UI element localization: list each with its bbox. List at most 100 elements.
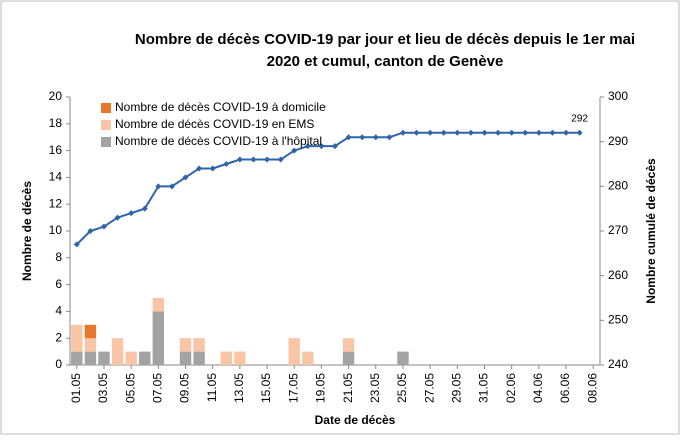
- bar: [288, 338, 300, 365]
- line-marker: [332, 143, 338, 150]
- line-marker: [168, 183, 175, 190]
- line-marker: [304, 143, 311, 150]
- bar: [84, 338, 97, 352]
- line-marker: [209, 165, 216, 172]
- bar: [302, 351, 314, 365]
- line-marker: [372, 134, 379, 141]
- x-tick-label: 23.05: [368, 373, 382, 403]
- x-tick-label: 25.05: [395, 373, 409, 403]
- line-marker: [549, 129, 556, 136]
- y2-tick-label: 300: [608, 89, 628, 103]
- line-marker: [522, 129, 529, 136]
- y-tick-label: 4: [55, 304, 62, 318]
- bar: [84, 324, 97, 339]
- legend-label: Nombre de décès COVID-19 à l'hôpital: [115, 134, 322, 148]
- line-marker: [535, 129, 542, 136]
- data-label: 292: [571, 113, 588, 124]
- y-tick-label: 20: [49, 89, 63, 103]
- line-marker: [427, 129, 434, 136]
- y-tick-label: 2: [55, 330, 62, 344]
- line-marker: [386, 134, 393, 141]
- line-marker: [236, 156, 243, 163]
- y2-tick-label: 280: [608, 179, 628, 193]
- legend-swatch: [101, 103, 111, 113]
- line-marker: [318, 143, 325, 150]
- x-tick-label: 29.05: [449, 373, 463, 403]
- x-axis-label: Date de décès: [315, 413, 396, 427]
- line-marker: [454, 129, 461, 136]
- x-tick-label: 17.05: [286, 373, 300, 403]
- y2-axis-label: Nombre cumulé de décès: [644, 158, 658, 304]
- line-marker: [467, 129, 474, 136]
- y-tick-label: 10: [49, 223, 63, 237]
- bar: [193, 351, 205, 365]
- line-marker: [345, 134, 352, 141]
- line-marker: [576, 129, 583, 136]
- bar: [84, 351, 97, 365]
- x-tick-label: 09.05: [178, 373, 192, 403]
- x-tick-label: 13.05: [232, 373, 246, 403]
- y2-tick-label: 290: [608, 134, 628, 148]
- line-marker: [73, 241, 80, 248]
- line-marker: [291, 147, 298, 154]
- bar: [234, 351, 246, 365]
- bar: [71, 324, 83, 352]
- bar: [179, 338, 192, 352]
- x-tick-label: 03.05: [96, 373, 110, 403]
- line-marker: [155, 183, 162, 190]
- line-marker: [114, 214, 121, 221]
- legend-label: Nombre de décès COVID-19 en EMS: [115, 117, 314, 131]
- y-axis-label: Nombre de décès: [20, 181, 34, 281]
- bar: [152, 298, 165, 312]
- line-marker: [264, 156, 271, 163]
- line-marker: [277, 156, 284, 163]
- line-marker: [87, 228, 94, 234]
- y2-tick-label: 260: [608, 268, 628, 282]
- x-tick-label: 01.05: [69, 373, 83, 403]
- x-tick-label: 08.06: [585, 373, 599, 403]
- y2-tick-label: 270: [608, 223, 628, 237]
- line-marker: [141, 205, 148, 212]
- x-tick-label: 19.05: [314, 373, 328, 403]
- line-marker: [196, 165, 203, 172]
- bar: [220, 351, 232, 365]
- x-tick-label: 31.05: [477, 373, 491, 403]
- line-marker: [100, 223, 107, 230]
- line-marker: [440, 129, 447, 136]
- bar: [152, 311, 165, 365]
- line-marker: [250, 156, 257, 163]
- x-tick-label: 15.05: [259, 373, 273, 403]
- line-marker: [182, 174, 189, 181]
- line-marker: [495, 129, 502, 136]
- bar: [179, 351, 192, 365]
- x-tick-label: 04.06: [531, 373, 545, 403]
- legend-label: Nombre de décès COVID-19 à domicile: [115, 100, 326, 114]
- bar: [397, 351, 409, 365]
- x-tick-label: 06.06: [558, 373, 572, 403]
- bar: [139, 351, 151, 365]
- chart-title: 2020 et cumul, canton de Genève: [267, 53, 504, 70]
- x-tick-label: 27.05: [422, 373, 436, 403]
- y2-tick-label: 250: [608, 313, 628, 327]
- bar: [71, 351, 83, 365]
- line-marker: [128, 210, 135, 217]
- x-tick-label: 05.05: [123, 373, 137, 403]
- y2-tick-label: 240: [608, 357, 628, 371]
- y-tick-label: 6: [55, 277, 62, 291]
- line-marker: [481, 129, 488, 136]
- line-marker: [399, 129, 406, 136]
- legend-swatch: [101, 137, 111, 147]
- y-tick-label: 14: [49, 170, 63, 184]
- bar: [342, 351, 355, 365]
- line-marker: [359, 134, 366, 141]
- y-tick-label: 0: [55, 357, 62, 371]
- line-marker: [413, 129, 420, 136]
- line-marker: [223, 161, 230, 167]
- y-tick-label: 18: [49, 116, 63, 130]
- y-tick-label: 8: [55, 250, 62, 264]
- x-tick-label: 21.05: [341, 373, 355, 403]
- bar: [98, 351, 110, 365]
- legend-swatch: [101, 120, 111, 130]
- x-tick-label: 02.06: [504, 373, 518, 403]
